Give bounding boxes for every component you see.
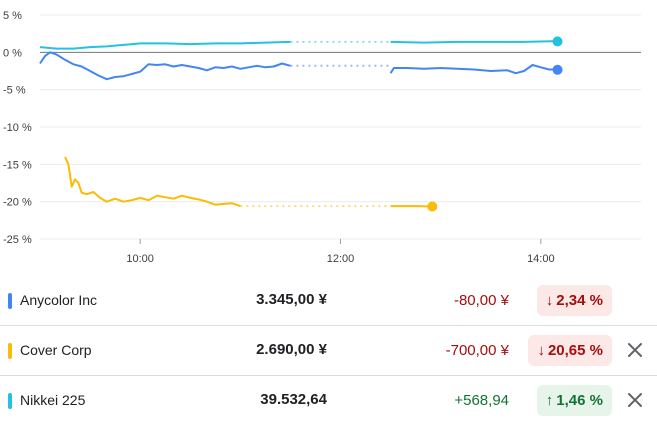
series-end-point-anycolor-inc	[552, 64, 563, 75]
list-row-cover[interactable]: Cover Corp 2.690,00 ¥ -700,00 ¥ ↓ 20,65 …	[0, 326, 657, 376]
comparison-chart: 5 % 0 % -5 % -10 % -15 % -20 % -25 % 10:00 12:0…	[3, 10, 641, 265]
x-axis-ticks: 10:00 12:00 14:00	[126, 253, 554, 265]
ticker-price: 39.532,64	[260, 391, 327, 408]
y-axis-ticks: 5 % 0 % -5 % -10 % -15 % -20 % -25 %	[3, 10, 32, 246]
y-tick-label: -15 %	[3, 159, 32, 171]
series-end-point-nikkei-225	[552, 36, 563, 47]
gridlines	[40, 14, 641, 244]
ticker-price: 2.690,00 ¥	[256, 341, 327, 358]
ticker-name: Cover Corp	[20, 342, 92, 358]
series-line-anycolor-inc	[39, 51, 291, 81]
series-color-bar	[8, 393, 12, 409]
x-tick-label: 10:00	[126, 253, 154, 265]
x-tick-label: 12:00	[327, 253, 355, 265]
y-tick-label: -5 %	[3, 85, 26, 97]
series-end-point-cover-corp	[427, 201, 438, 212]
ticker-name: Anycolor Inc	[20, 292, 98, 308]
series-line-cover-corp	[64, 156, 241, 208]
y-tick-label: -10 %	[3, 122, 32, 134]
ticker-name: Nikkei 225	[20, 392, 86, 408]
y-tick-label: -25 %	[3, 234, 32, 246]
percent-change-badge: ↑ 1,46 %	[536, 385, 612, 416]
percent-change: 1,46 %	[556, 392, 603, 409]
series-color-bar	[8, 343, 12, 359]
price-change: -700,00 ¥	[445, 342, 509, 359]
arrow-down-icon: ↓	[537, 342, 545, 359]
close-icon[interactable]	[624, 339, 646, 361]
series-lines	[39, 36, 563, 212]
series-line-anycolor-inc	[389, 64, 558, 75]
list-row-anycolor[interactable]: Anycolor Inc 3.345,00 ¥ -80,00 ¥ ↓ 2,34 …	[0, 276, 657, 326]
percent-change: 2,34 %	[556, 292, 603, 309]
list-row-nikkei[interactable]: Nikkei 225 39.532,64 +568,94 ↑ 1,46 %	[0, 376, 657, 425]
arrow-down-icon: ↓	[545, 292, 554, 309]
x-tick-label: 14:00	[527, 253, 555, 265]
y-tick-label: 5 %	[3, 10, 22, 22]
series-line-nikkei-225	[390, 40, 558, 44]
y-tick-label: -20 %	[3, 197, 32, 209]
price-change: +568,94	[454, 392, 509, 409]
series-line-nikkei-225	[39, 40, 291, 50]
percent-change-badge: ↓ 20,65 %	[528, 335, 612, 366]
price-change: -80,00 ¥	[453, 292, 509, 309]
arrow-up-icon: ↑	[545, 392, 554, 409]
percent-change: 20,65 %	[547, 342, 603, 359]
comparison-list: Anycolor Inc 3.345,00 ¥ -80,00 ¥ ↓ 2,34 …	[0, 276, 657, 425]
y-tick-label: 0 %	[3, 47, 22, 59]
ticker-price: 3.345,00 ¥	[256, 291, 327, 308]
close-icon[interactable]	[624, 389, 646, 411]
series-color-bar	[8, 293, 12, 309]
percent-change-badge: ↓ 2,34 %	[536, 285, 612, 316]
